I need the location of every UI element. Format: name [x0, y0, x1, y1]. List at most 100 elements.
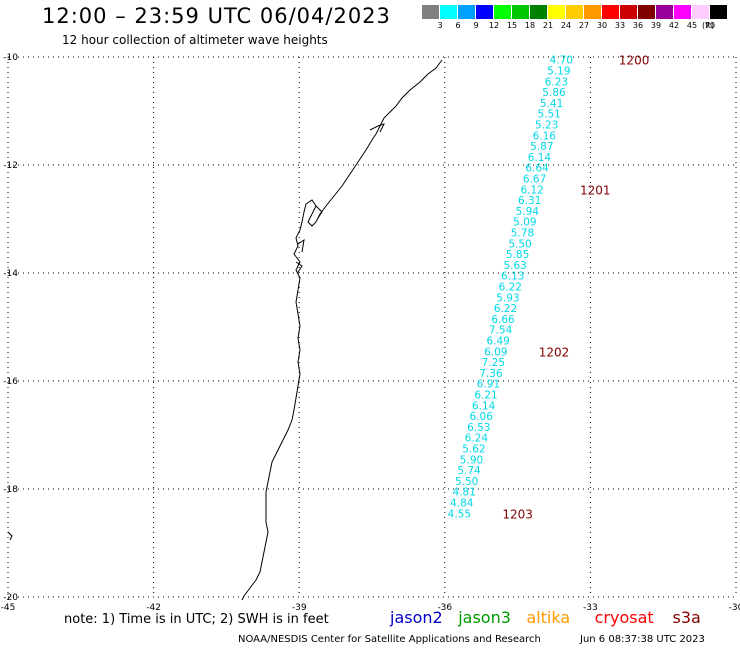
- color-scale-label: 6: [455, 21, 461, 30]
- color-scale-label: 36: [632, 21, 644, 30]
- color-scale-label: 18: [524, 21, 536, 30]
- page-title: 12:00 – 23:59 UTC 06/04/2023: [42, 4, 391, 28]
- wave-height-label: 5.90: [460, 454, 483, 466]
- wave-height-label: 5.23: [535, 120, 558, 132]
- wave-height-label: 6.13: [501, 271, 524, 283]
- credit-text: NOAA/NESDIS Center for Satellite Applica…: [238, 634, 541, 645]
- lon-tick-label: -39: [292, 603, 307, 613]
- wave-height-label: 5.50: [508, 238, 531, 250]
- color-swatch-10: [602, 5, 620, 19]
- color-swatch-16: [710, 5, 728, 19]
- wave-height-label: 5.51: [537, 109, 560, 121]
- time-label: 1202: [539, 345, 570, 359]
- color-swatch-2: [458, 5, 476, 19]
- color-swatch-8: [566, 5, 584, 19]
- wave-height-label: 5.85: [506, 249, 529, 261]
- wave-height-label: 5.50: [455, 476, 478, 488]
- lon-tick-label: -42: [146, 603, 161, 613]
- color-swatch-11: [620, 5, 638, 19]
- color-scale-label: 70: [704, 21, 716, 30]
- wave-height-label: 6.23: [545, 76, 568, 88]
- wave-height-label: 5.87: [530, 141, 553, 153]
- wave-height-label: 6.22: [494, 303, 517, 315]
- wave-height-label: 4.70: [550, 55, 573, 67]
- legend-cryosat: cryosat: [594, 608, 654, 627]
- lat-tick-label: -18: [3, 485, 18, 495]
- color-swatch-13: [656, 5, 674, 19]
- wave-height-label: 6.49: [486, 336, 509, 348]
- footnote: note: 1) Time is in UTC; 2) SWH is in fe…: [64, 612, 329, 627]
- lat-tick-label: -20: [3, 593, 18, 603]
- legend-jason3: jason3: [458, 608, 511, 627]
- wave-height-label: 6.12: [520, 184, 543, 196]
- color-scale-label: 24: [560, 21, 572, 30]
- wave-height-label: 7.54: [489, 325, 513, 337]
- altimeter-track: 4.705.196.235.865.415.515.236.165.876.14…: [448, 55, 573, 521]
- color-scale-label: 33: [614, 21, 626, 30]
- color-scale-unit: (ft): [702, 21, 715, 30]
- legend-s3a: s3a: [672, 608, 701, 627]
- wave-height-label: 5.41: [540, 98, 563, 110]
- color-swatch-15: [692, 5, 710, 19]
- page-subtitle: 12 hour collection of altimeter wave hei…: [62, 33, 328, 47]
- wave-height-label: 6.16: [533, 130, 557, 142]
- wave-height-label: 5.74: [457, 465, 481, 477]
- wave-height-label: 6.53: [467, 422, 490, 434]
- color-scale-label: 9: [473, 21, 479, 30]
- map-grid: [7, 56, 737, 598]
- wave-height-label: 5.09: [513, 217, 536, 229]
- wave-height-label: 6.67: [523, 174, 546, 186]
- wave-height-label: 6.24: [465, 433, 489, 445]
- color-swatch-5: [512, 5, 530, 19]
- color-scale: [422, 5, 728, 19]
- color-swatch-4: [494, 5, 512, 19]
- color-scale-labels: 3 6 9 12 15 18 21 24 27 30 33 36 39 42 45 70: [422, 21, 719, 30]
- wave-height-label: 4.81: [453, 487, 476, 499]
- color-scale-label: 27: [578, 21, 590, 30]
- coastline: [241, 59, 443, 601]
- wave-height-label: 6.22: [499, 282, 522, 294]
- wave-height-label: 5.93: [496, 292, 519, 304]
- axis-ticks: -45 -42 -39 -36 -33 -30 -10 -12 -14 -16 -18 -20: [1, 53, 740, 613]
- wave-height-label: 5.63: [503, 260, 526, 272]
- wave-height-label: 6.66: [491, 314, 515, 326]
- color-swatch-1: [440, 5, 458, 19]
- color-swatch-9: [584, 5, 602, 19]
- color-scale-label: 30: [596, 21, 608, 30]
- wave-height-label: 5.86: [542, 87, 566, 99]
- wave-height-label: 6.31: [518, 195, 541, 207]
- color-scale-label: 3: [437, 21, 443, 30]
- color-scale-label: 39: [650, 21, 662, 30]
- color-scale-label: 45: [686, 21, 698, 30]
- wave-height-label: 6.64: [525, 163, 549, 175]
- wave-height-label: 5.94: [516, 206, 540, 218]
- time-label: 1203: [502, 507, 533, 521]
- wave-height-label: 4.84: [450, 498, 474, 510]
- coastline-detail: [7, 123, 385, 541]
- time-label: 1200: [619, 54, 650, 68]
- time-labels: 1200 1201 1202 1203: [502, 54, 649, 522]
- color-swatch-14: [674, 5, 692, 19]
- color-scale-label: 12: [488, 21, 500, 30]
- lon-tick-label: -33: [583, 603, 598, 613]
- wave-height-label: 6.14: [528, 152, 552, 164]
- color-swatch-12: [638, 5, 656, 19]
- wave-height-label: 6.09: [484, 346, 507, 358]
- generated-timestamp: Jun 6 08:37:38 UTC 2023: [580, 634, 705, 645]
- color-scale-label: 42: [668, 21, 680, 30]
- lon-tick-label: -45: [1, 603, 16, 613]
- wave-height-label: 4.55: [448, 508, 471, 520]
- color-swatch-0: [422, 5, 440, 19]
- lat-tick-label: -10: [3, 53, 18, 63]
- wave-height-label: 5.19: [547, 66, 570, 78]
- wave-height-label: 7.36: [479, 368, 503, 380]
- lat-tick-label: -12: [3, 161, 18, 171]
- wave-height-label: 7.25: [482, 357, 505, 369]
- wave-height-label: 6.14: [472, 400, 496, 412]
- wave-height-label: 6.06: [470, 411, 494, 423]
- time-label: 1201: [580, 183, 611, 197]
- wave-height-label: 6.91: [477, 379, 500, 391]
- color-swatch-6: [530, 5, 548, 19]
- lat-tick-label: -14: [3, 269, 18, 279]
